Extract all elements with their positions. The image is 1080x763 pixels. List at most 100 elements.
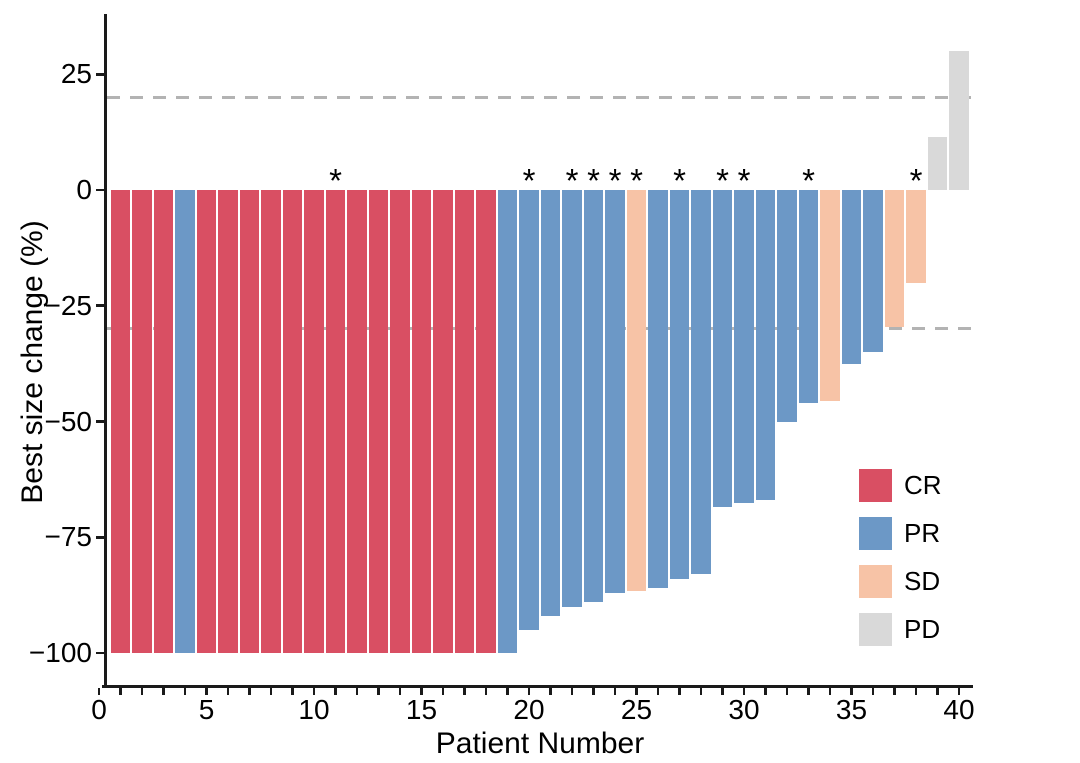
x-axis-title: Patient Number — [435, 727, 645, 760]
significance-star-patient-38: * — [909, 162, 923, 199]
bar-patient-20 — [519, 190, 539, 630]
bar-patient-40 — [949, 51, 969, 190]
x-tick-12 — [355, 687, 359, 695]
y-axis-line — [103, 14, 107, 688]
bar-patient-5 — [196, 190, 217, 653]
x-tick-24 — [613, 687, 617, 695]
bar-patient-21 — [540, 190, 561, 616]
x-tick-28 — [699, 687, 703, 695]
x-tick-31 — [764, 687, 767, 695]
bar-patient-38 — [906, 190, 926, 283]
significance-star-patient-33: * — [802, 162, 815, 199]
bar-patient-2 — [132, 190, 152, 653]
y-tick--50 — [96, 420, 104, 423]
significance-star-patient-27: * — [673, 162, 686, 199]
bar-patient-13 — [368, 190, 389, 653]
bar-patient-14 — [390, 190, 410, 653]
legend-swatch-SD — [859, 565, 892, 598]
y-tick--75 — [96, 535, 104, 539]
y-tick-label--25: −25 — [44, 289, 93, 321]
significance-star-patient-30: * — [737, 162, 751, 199]
x-tick-16 — [441, 687, 445, 695]
x-tick-label-40: 40 — [943, 694, 975, 725]
legend-swatch-PD — [859, 613, 892, 646]
bar-patient-23 — [583, 190, 604, 603]
x-tick-27 — [678, 687, 681, 695]
y-tick--100 — [96, 651, 104, 655]
x-tick-5 — [205, 687, 208, 695]
bar-patient-37 — [884, 190, 905, 327]
bar-patient-22 — [562, 190, 582, 607]
x-tick-23 — [592, 687, 595, 695]
x-tick-7 — [248, 687, 251, 695]
bar-patient-17 — [454, 190, 475, 653]
x-tick-25 — [635, 687, 638, 695]
y-tick-label-0: 0 — [76, 174, 92, 205]
legend-label-PR: PR — [904, 518, 941, 548]
bar-patient-7 — [239, 190, 260, 653]
y-tick-label-25: 25 — [60, 58, 92, 90]
bar-patient-16 — [433, 190, 453, 653]
bar-patient-18 — [476, 190, 496, 653]
x-tick-35 — [850, 687, 853, 695]
x-tick-label-30: 30 — [728, 694, 760, 725]
bar-patient-8 — [261, 190, 281, 653]
x-tick-18 — [484, 687, 488, 695]
bar-patient-10 — [304, 190, 324, 653]
bar-patient-15 — [411, 190, 432, 653]
x-tick-15 — [420, 687, 423, 695]
bar-patient-26 — [648, 190, 668, 589]
x-tick-11 — [334, 687, 337, 695]
bar-patient-12 — [347, 190, 367, 653]
bar-patient-4 — [175, 190, 195, 653]
x-tick-32 — [785, 687, 789, 695]
legend-swatch-CR — [859, 469, 892, 502]
x-tick-2 — [140, 687, 144, 695]
x-tick-38 — [914, 687, 918, 695]
x-tick-20 — [527, 687, 531, 695]
x-tick-3 — [162, 687, 165, 695]
x-tick-6 — [226, 687, 230, 695]
significance-star-patient-11: * — [329, 162, 342, 199]
x-tick-10 — [312, 687, 316, 695]
y-tick-25 — [96, 72, 104, 76]
x-tick-label-20: 20 — [513, 694, 545, 725]
legend-label-SD: SD — [904, 566, 941, 596]
legend-swatch-PR — [859, 517, 892, 550]
x-tick-1 — [119, 687, 122, 695]
bar-patient-33 — [798, 190, 819, 403]
x-tick-label-15: 15 — [405, 694, 438, 725]
bar-patient-36 — [863, 190, 883, 353]
x-tick-8 — [269, 687, 273, 695]
x-tick-14 — [398, 687, 402, 695]
significance-star-patient-24: * — [608, 162, 622, 199]
bar-patient-24 — [605, 190, 625, 593]
bar-patient-39 — [927, 136, 948, 190]
significance-star-patient-25: * — [630, 162, 643, 199]
y-tick-0 — [96, 188, 104, 192]
x-tick-21 — [549, 687, 552, 695]
significance-star-patient-23: * — [587, 162, 600, 199]
x-tick-9 — [291, 687, 294, 695]
reference-line--30 — [106, 327, 973, 331]
bar-patient-34 — [820, 190, 840, 401]
x-tick-29 — [721, 687, 724, 695]
x-axis-line — [102, 684, 973, 688]
bar-patient-9 — [282, 190, 303, 653]
x-tick-13 — [377, 687, 380, 695]
legend-label-PD: PD — [904, 614, 941, 644]
x-tick-17 — [463, 687, 466, 695]
x-tick-label-25: 25 — [620, 694, 653, 725]
x-tick-33 — [807, 687, 810, 695]
y-tick--25 — [96, 304, 104, 308]
x-tick-22 — [570, 687, 574, 695]
bar-patient-27 — [669, 190, 690, 579]
x-tick-label-35: 35 — [835, 694, 868, 725]
x-tick-label-10: 10 — [298, 694, 330, 725]
x-tick-19 — [506, 687, 509, 695]
y-tick-label--50: −50 — [44, 405, 93, 437]
x-tick-26 — [656, 687, 660, 695]
bar-patient-28 — [691, 190, 711, 575]
